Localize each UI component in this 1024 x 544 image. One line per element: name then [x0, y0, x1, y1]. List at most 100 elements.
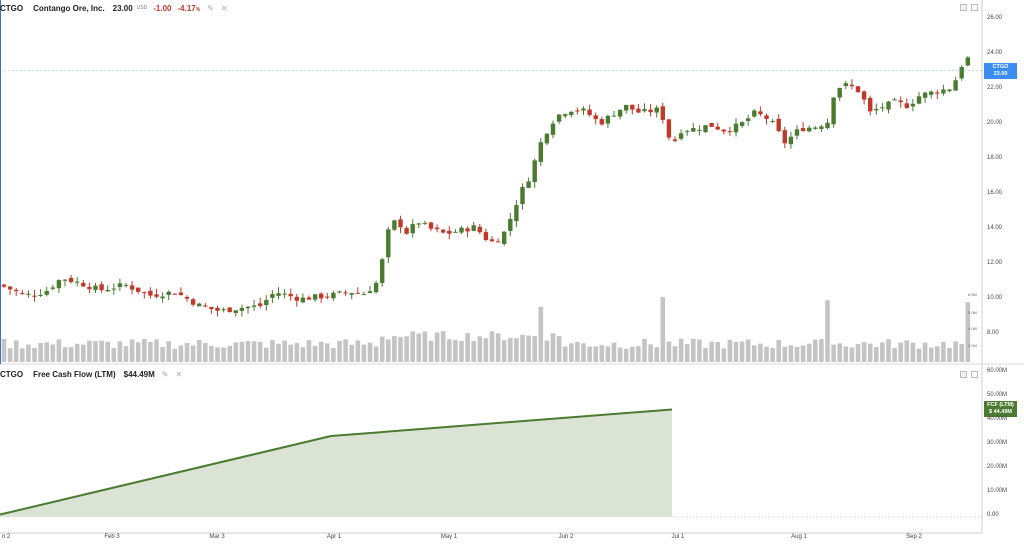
price-change-pct: -4.17%: [177, 3, 201, 13]
volume-bar: [7, 348, 13, 362]
volume-bar: [544, 340, 550, 362]
candle-body: [184, 296, 190, 299]
volume-bar: [782, 346, 788, 362]
candle-body: [270, 294, 275, 298]
volume-bar: [825, 300, 830, 362]
volume-bar: [849, 347, 855, 362]
candle-body: [288, 293, 293, 297]
candle-body: [410, 224, 415, 234]
candle-body: [575, 110, 580, 112]
volume-bar: [349, 344, 354, 362]
volume-bar: [697, 339, 702, 362]
volume-bar: [538, 306, 544, 362]
price-change: -1.00: [153, 3, 172, 13]
volume-bar: [355, 340, 361, 362]
candle-body: [807, 127, 812, 132]
candle-body: [312, 294, 318, 300]
volume-bar: [880, 342, 885, 362]
volume-bar: [294, 343, 300, 362]
volume-bar: [203, 343, 208, 362]
candle-body: [855, 86, 861, 93]
volume-bar: [337, 340, 342, 362]
candle-body: [117, 283, 123, 288]
volume-bar: [416, 333, 422, 362]
pencil-icon[interactable]: ✎: [207, 3, 214, 13]
candle-body: [672, 139, 678, 141]
volume-bar: [373, 346, 379, 362]
candle-body: [642, 109, 647, 112]
volume-bar: [434, 332, 440, 362]
volume-bar: [703, 347, 708, 362]
maximize-icon[interactable]: [971, 4, 978, 11]
candle-body: [129, 285, 135, 290]
volume-bar: [447, 339, 452, 362]
pencil-icon[interactable]: ✎: [161, 369, 169, 379]
candle-body: [636, 108, 641, 113]
candle-body: [416, 223, 421, 225]
volume-bar: [581, 343, 586, 362]
close-icon[interactable]: ✕: [220, 3, 228, 13]
candle-body: [587, 109, 592, 116]
y-tick-label: 12.00: [987, 260, 1003, 266]
minimize-icon[interactable]: [960, 4, 967, 11]
close-icon[interactable]: ✕: [175, 369, 183, 379]
volume-bar: [142, 338, 147, 362]
candle-body: [861, 91, 867, 100]
volume-bar: [398, 336, 403, 362]
candle-body: [721, 129, 726, 132]
volume-bar: [166, 341, 171, 362]
candle-body: [251, 305, 257, 307]
volume-bar: [745, 339, 751, 362]
volume-bar: [209, 345, 214, 362]
fcf-ticker-symbol[interactable]: CTGO: [0, 369, 24, 379]
candle-body: [1, 284, 7, 287]
candle-body: [99, 284, 104, 291]
volume-bar: [892, 348, 897, 362]
currency-label: USD: [136, 5, 148, 11]
current-price-tag: CTGO 23.00: [984, 63, 1017, 79]
candle-body: [68, 277, 74, 283]
volume-bar: [489, 331, 495, 362]
candle-body: [825, 122, 830, 129]
candle-body: [392, 220, 397, 230]
volume-bar: [788, 345, 794, 362]
x-tick-label: Jun 2: [558, 534, 574, 540]
x-tick-label: Apr 1: [326, 534, 342, 540]
candle-body: [105, 289, 110, 292]
candle-body: [56, 280, 62, 289]
candle-body: [886, 101, 891, 110]
volume-bar: [520, 334, 525, 362]
volume-bar: [953, 341, 958, 362]
volume-bar: [13, 340, 19, 362]
y-tick-label: 16.00: [987, 190, 1003, 196]
minimize-icon[interactable]: [960, 371, 967, 378]
candle-body: [38, 294, 43, 296]
candle-body: [50, 287, 55, 289]
volume-bar: [648, 344, 653, 362]
candle-body: [209, 306, 214, 310]
candle-body: [428, 222, 434, 229]
volume-bar: [343, 339, 348, 362]
candle-body: [617, 109, 623, 117]
fcf-metric-name: Free Cash Flow (LTM): [33, 369, 116, 379]
candle-body: [319, 293, 324, 299]
candle-body: [276, 293, 281, 296]
candle-body: [654, 107, 659, 113]
price-panel-header: CTGO Contango Ore, Inc. 23.00 USD -1.00 …: [0, 1, 228, 15]
fcf-y-tick-label: 30.00M: [987, 440, 1008, 446]
candle-body: [148, 290, 153, 296]
ticker-symbol[interactable]: CTGO: [0, 3, 24, 13]
fcf-y-tick-label: 50.00M: [987, 392, 1008, 398]
maximize-icon[interactable]: [971, 371, 978, 378]
volume-bar: [26, 344, 31, 362]
candle-body: [502, 231, 507, 244]
volume-bar: [867, 343, 873, 362]
candle-body: [624, 104, 629, 111]
volume-bar: [135, 342, 141, 362]
candle-body: [648, 109, 653, 113]
volume-bar: [922, 342, 928, 362]
candle-body: [508, 218, 513, 231]
candle-body: [282, 293, 287, 295]
